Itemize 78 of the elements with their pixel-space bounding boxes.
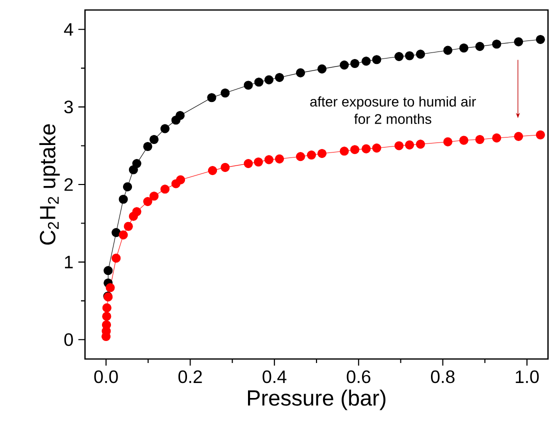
point xyxy=(372,55,382,64)
point xyxy=(208,166,218,176)
y-tick-label: 0 xyxy=(64,333,73,346)
point xyxy=(220,162,230,172)
point xyxy=(296,68,306,78)
x-tick-label: 0.8 xyxy=(430,370,455,384)
point xyxy=(459,43,468,53)
point xyxy=(296,152,306,162)
point xyxy=(340,60,349,70)
point xyxy=(254,157,263,167)
x-tick-label: 0.6 xyxy=(346,370,370,384)
y-tick-label: 2 xyxy=(64,178,73,191)
point xyxy=(160,184,170,194)
point xyxy=(254,78,264,87)
point xyxy=(132,159,142,168)
point xyxy=(475,42,484,51)
point xyxy=(372,144,382,153)
point xyxy=(514,37,524,46)
y-tick-label: 1 xyxy=(64,256,73,268)
point xyxy=(264,75,274,84)
y-tick-label: 4 xyxy=(64,23,74,36)
point xyxy=(475,134,484,144)
point xyxy=(536,130,545,140)
y-tick-label: 3 xyxy=(64,100,73,114)
point xyxy=(404,140,414,150)
point xyxy=(112,254,121,263)
y-axis-title: C$_{2}$H$_{2}$ uptake xyxy=(39,124,60,245)
point xyxy=(274,154,284,164)
point xyxy=(274,72,284,82)
point xyxy=(416,140,426,149)
point xyxy=(340,146,349,156)
point xyxy=(118,194,128,204)
point xyxy=(443,46,452,55)
point xyxy=(350,145,360,154)
point xyxy=(459,136,468,145)
point xyxy=(112,228,121,238)
point xyxy=(492,133,502,143)
point xyxy=(536,34,545,44)
x-axis-title: Pressure (bar) xyxy=(248,390,386,410)
point xyxy=(244,159,253,168)
point xyxy=(149,192,159,201)
point xyxy=(124,222,133,231)
point xyxy=(143,142,152,152)
point xyxy=(264,155,274,164)
point xyxy=(176,110,185,120)
point xyxy=(416,50,426,59)
point xyxy=(118,230,128,240)
point xyxy=(102,303,112,312)
point xyxy=(492,40,502,49)
point xyxy=(394,141,404,150)
x-tick-label: 0.2 xyxy=(178,370,202,384)
point xyxy=(122,182,132,192)
x-tick-label: 0.4 xyxy=(262,370,286,384)
point xyxy=(394,52,404,62)
point xyxy=(106,283,115,292)
x-tick-label: 1.0 xyxy=(516,370,539,384)
point xyxy=(207,93,216,102)
point xyxy=(176,175,186,184)
point xyxy=(220,88,230,98)
x-tick-label: 0.0 xyxy=(94,370,118,384)
point xyxy=(102,312,112,321)
point xyxy=(306,150,316,160)
point xyxy=(104,266,113,276)
point xyxy=(149,134,159,144)
point xyxy=(404,51,414,60)
point xyxy=(350,58,360,68)
point xyxy=(102,320,112,330)
point xyxy=(362,56,371,66)
point xyxy=(317,148,327,158)
point xyxy=(443,137,452,146)
point xyxy=(514,132,524,141)
point xyxy=(244,80,253,90)
point xyxy=(160,124,170,134)
point xyxy=(317,64,327,74)
point xyxy=(362,144,371,154)
point xyxy=(143,197,152,206)
point xyxy=(132,207,142,216)
annotation: after exposure to humid air for 2 months xyxy=(310,96,476,124)
